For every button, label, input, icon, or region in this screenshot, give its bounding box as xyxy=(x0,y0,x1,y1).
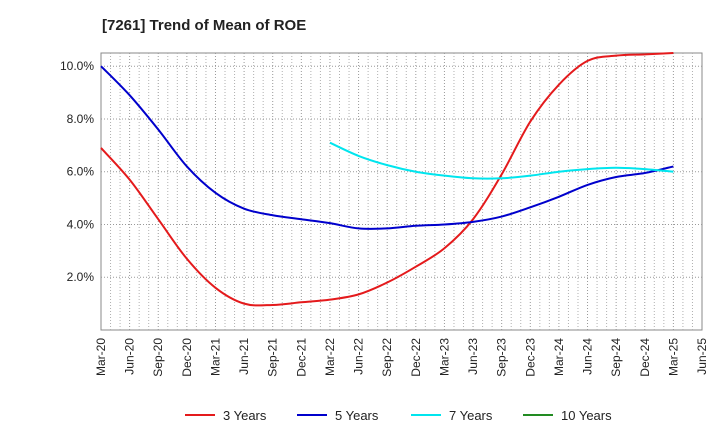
x-tick-label: Mar-20 xyxy=(94,338,108,376)
legend-label: 7 Years xyxy=(449,408,493,423)
y-axis-ticks: 2.0% 4.0% 6.0% 8.0% 10.0% xyxy=(60,59,94,284)
legend-label: 5 Years xyxy=(335,408,379,423)
x-tick-label: Sep-23 xyxy=(495,338,509,377)
x-tick-label: Jun-24 xyxy=(581,338,595,375)
x-tick-label: Mar-21 xyxy=(208,338,222,376)
x-tick-label: Mar-23 xyxy=(437,338,451,376)
x-tick-label: Sep-21 xyxy=(266,338,280,377)
legend-label: 3 Years xyxy=(223,408,267,423)
series-lines xyxy=(100,52,674,307)
x-tick-label: Sep-24 xyxy=(609,338,623,377)
legend-label: 10 Years xyxy=(561,408,612,423)
x-tick-label: Jun-22 xyxy=(352,338,366,375)
grid-lines xyxy=(101,53,702,330)
legend: 3 Years 5 Years 7 Years 10 Years xyxy=(185,408,612,423)
x-tick-label: Sep-20 xyxy=(151,338,165,377)
x-tick-label: Mar-24 xyxy=(552,338,566,376)
x-tick-label: Dec-20 xyxy=(180,338,194,377)
x-axis-ticks: Mar-20 Jun-20 Sep-20 Dec-20 Mar-21 Jun-21 Sep-… xyxy=(94,338,709,377)
x-tick-label: Dec-23 xyxy=(523,338,537,377)
x-tick-label: Jun-20 xyxy=(123,338,137,375)
y-tick-label: 4.0% xyxy=(67,217,95,231)
x-tick-label: Jun-25 xyxy=(695,338,709,375)
x-tick-label: Sep-22 xyxy=(380,338,394,377)
y-tick-label: 8.0% xyxy=(67,112,95,126)
x-tick-label: Jun-23 xyxy=(466,338,480,375)
series-line-7-years xyxy=(329,141,674,180)
x-tick-label: Dec-21 xyxy=(294,338,308,377)
y-tick-label: 2.0% xyxy=(67,270,95,284)
y-tick-label: 6.0% xyxy=(67,165,95,179)
y-tick-label: 10.0% xyxy=(60,59,94,73)
x-tick-label: Mar-22 xyxy=(323,338,337,376)
chart-title: [7261] Trend of Mean of ROE xyxy=(102,17,306,34)
x-tick-label: Jun-21 xyxy=(237,338,251,375)
x-tick-label: Mar-25 xyxy=(666,338,680,376)
plot-area xyxy=(100,52,703,331)
series-line-3-years xyxy=(100,52,674,307)
x-tick-label: Dec-22 xyxy=(409,338,423,377)
series-line-5-years xyxy=(100,65,674,230)
x-tick-label: Dec-24 xyxy=(638,338,652,377)
